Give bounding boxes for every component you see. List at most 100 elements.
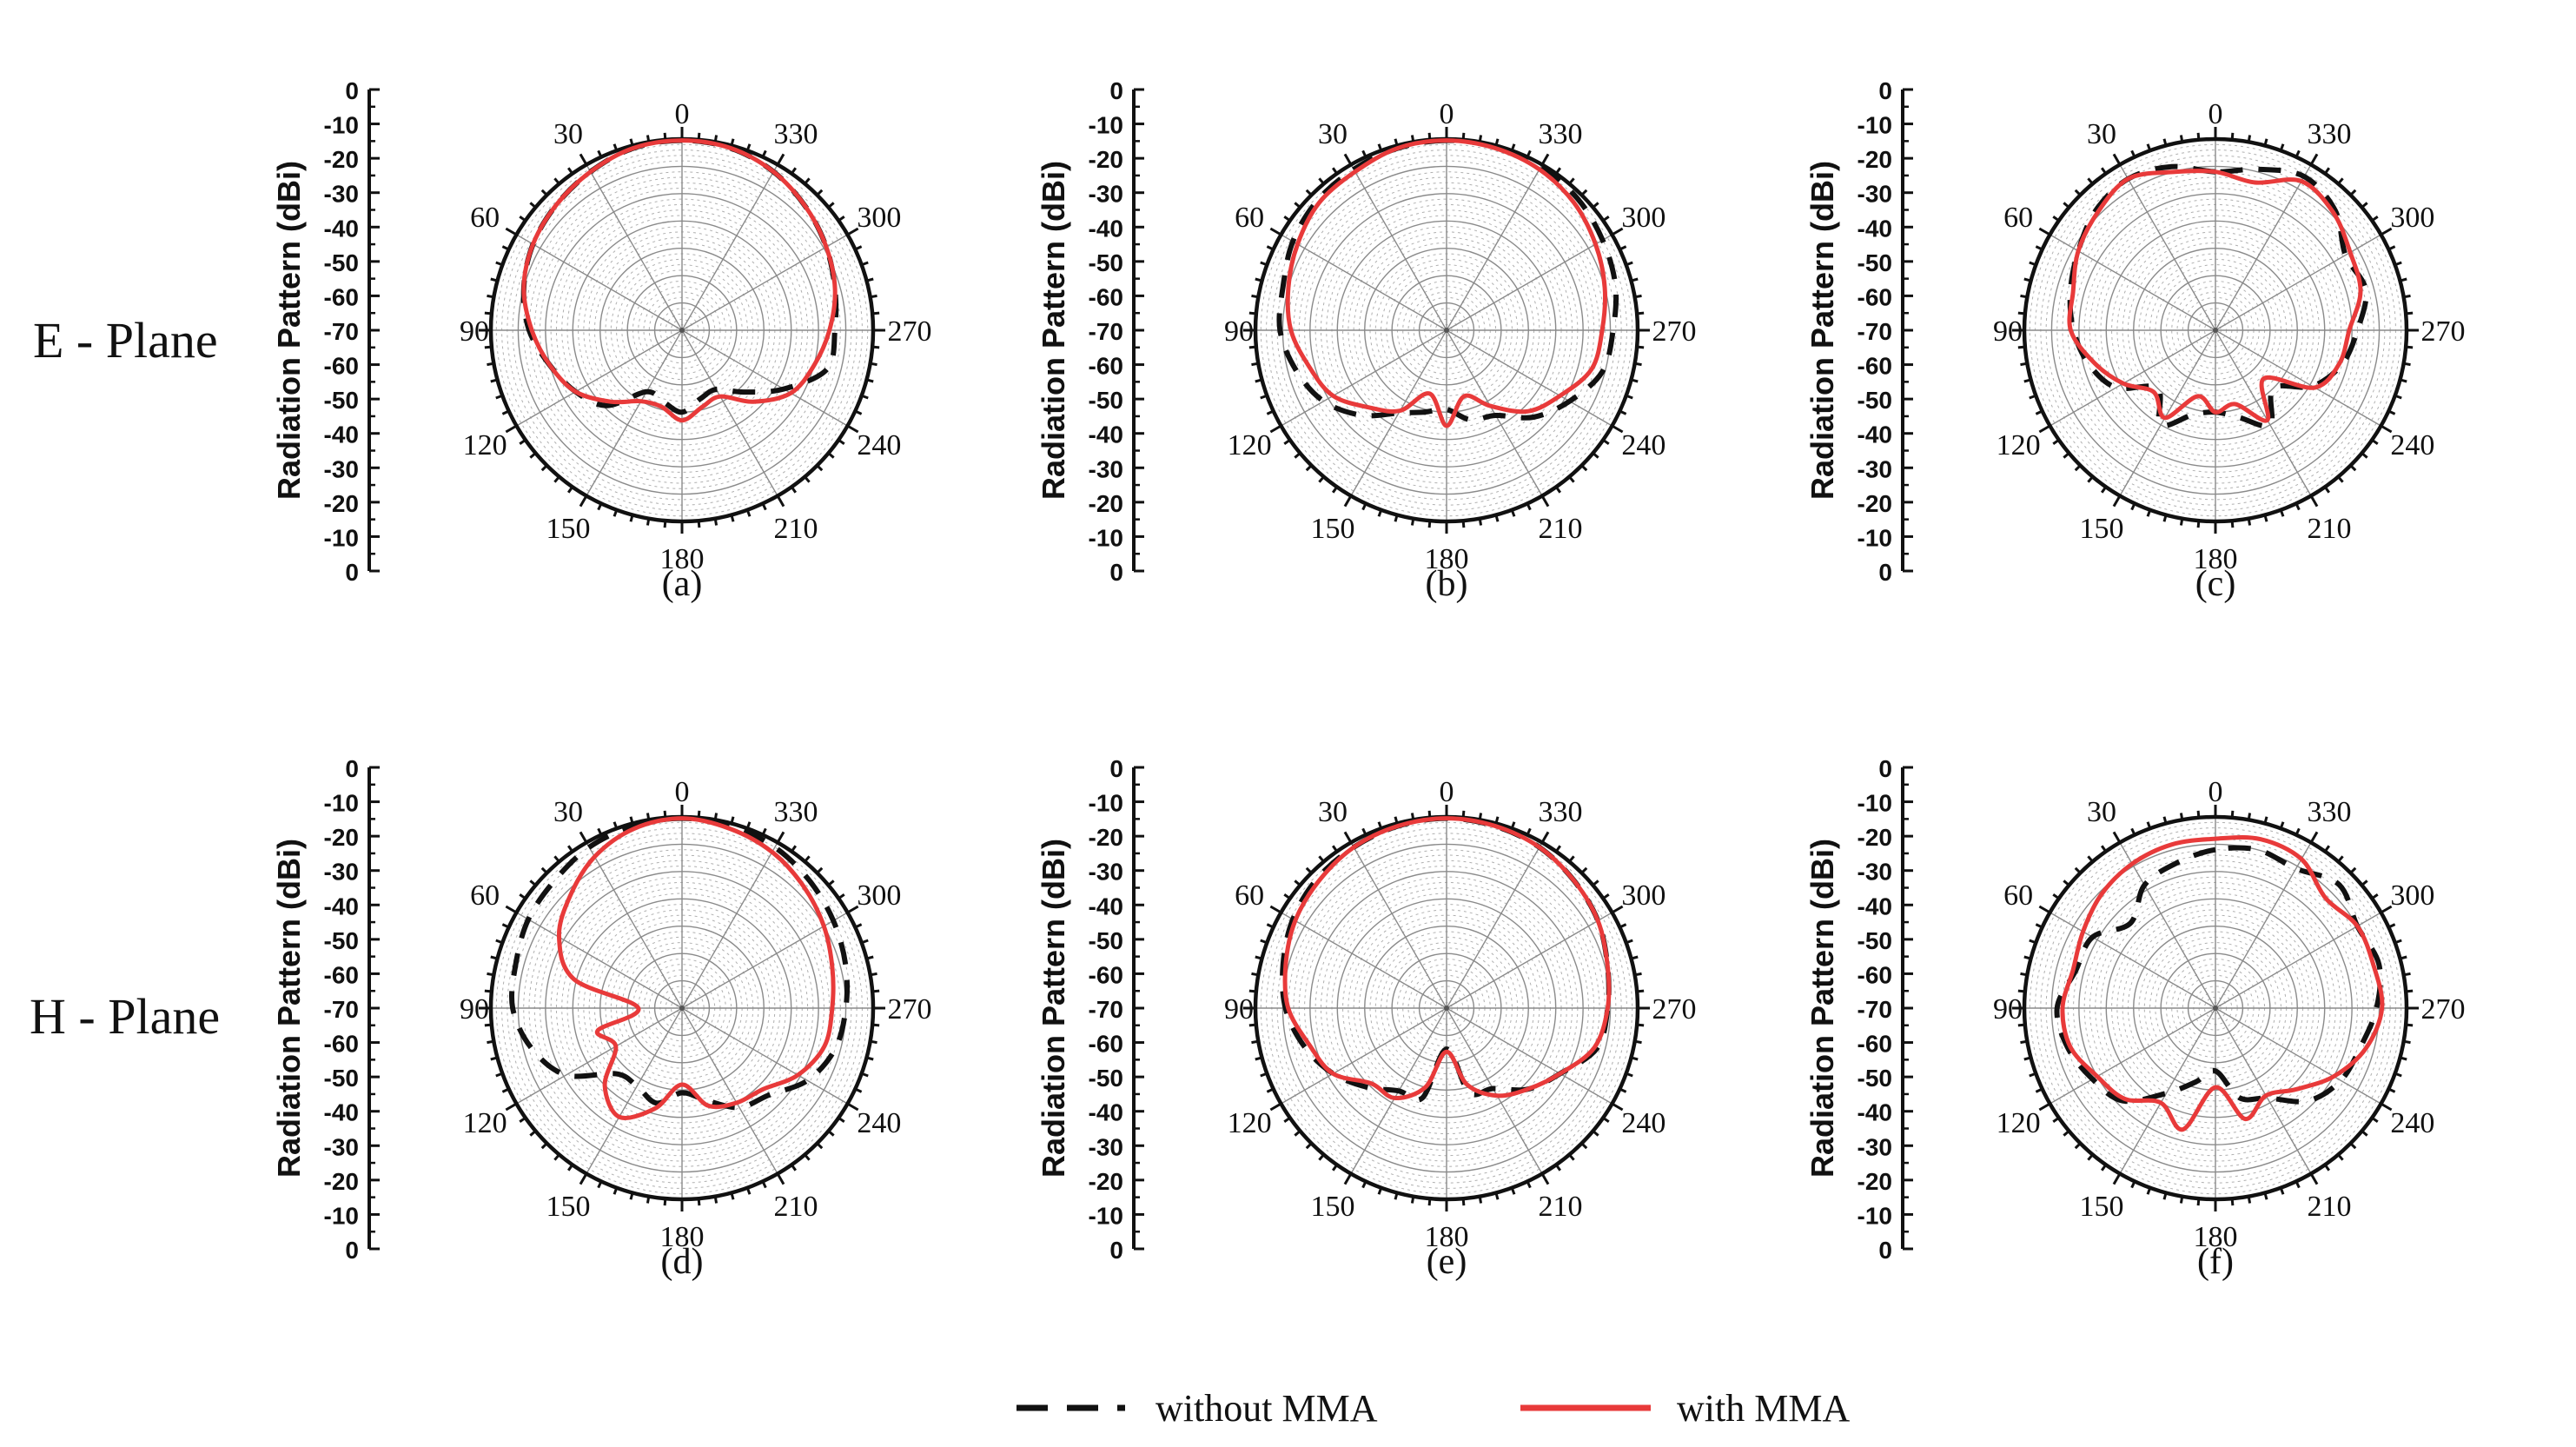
angle-tick <box>861 1072 869 1078</box>
angle-tick <box>1611 905 1624 914</box>
angle-tick <box>1248 345 1256 349</box>
angle-tick <box>2295 149 2301 158</box>
angle-label-0: 0 <box>1440 776 1454 808</box>
angle-tick <box>2387 409 2396 415</box>
angle-tick <box>2100 1164 2108 1172</box>
angle-tick <box>2112 153 2122 166</box>
radial-axis-tick-label: -60 <box>1089 353 1123 380</box>
angle-tick <box>629 816 634 824</box>
angle-tick <box>2247 813 2252 820</box>
angle-tick <box>2337 1153 2344 1161</box>
angle-label-90: 90 <box>1224 993 1254 1026</box>
radial-axis-tick-label: -40 <box>324 1099 359 1126</box>
angle-tick <box>566 1164 574 1172</box>
angle-tick <box>1283 215 1291 222</box>
angle-label-300: 300 <box>857 202 901 234</box>
angle-tick <box>816 189 824 196</box>
angle-label-330: 330 <box>2308 118 2352 150</box>
angle-tick <box>745 821 752 829</box>
angle-tick <box>1331 845 1339 853</box>
angle-label-240: 240 <box>857 429 901 461</box>
angle-tick <box>2063 202 2070 209</box>
radial-axis-tick-label: 0 <box>345 755 359 782</box>
angle-label-300: 300 <box>857 879 901 912</box>
radial-axis-title: Radiation Pattern (dBi) <box>1036 161 1071 500</box>
angle-tick <box>495 394 503 400</box>
radial-axis-tick-label: -20 <box>1089 824 1123 851</box>
angle-tick <box>761 1180 767 1189</box>
angle-tick <box>646 135 651 143</box>
angle-tick <box>2295 502 2301 511</box>
panel-caption: (c) <box>2195 564 2236 604</box>
angle-tick <box>2406 345 2414 349</box>
angle-tick <box>540 1142 548 1150</box>
angle-tick <box>2380 905 2393 914</box>
series-without-mma <box>508 815 851 1111</box>
angle-tick <box>2052 1116 2060 1124</box>
angle-tick <box>761 827 767 836</box>
center-point <box>679 328 685 333</box>
angle-tick <box>2038 1102 2051 1112</box>
angle-tick <box>1377 143 1383 151</box>
angle-tick <box>1580 464 1588 472</box>
radial-axis-tick-label: -40 <box>324 893 359 919</box>
polar-chart-e: 0 30 60 90 120 150 180 210 240 270 300 330 0 -10 -20 -3… <box>1036 755 1697 1282</box>
angle-label-120: 120 <box>1228 1107 1272 1139</box>
radial-axis-tick-label: -50 <box>1089 1065 1123 1092</box>
angle-tick <box>1540 495 1550 508</box>
angle-tick <box>540 866 548 874</box>
angle-tick <box>646 1196 651 1204</box>
angle-tick <box>1626 939 1633 945</box>
angle-tick <box>816 1142 824 1150</box>
angle-tick <box>2394 1072 2402 1078</box>
angle-tick <box>2038 227 2051 236</box>
angle-tick <box>2337 177 2344 185</box>
angle-tick <box>2394 939 2402 945</box>
angle-tick <box>2371 215 2379 222</box>
radial-axis-title: Radiation Pattern (dBi) <box>271 839 307 1178</box>
angle-tick <box>2087 177 2094 185</box>
angle-tick <box>2387 245 2396 251</box>
angle-label-30: 30 <box>1318 796 1348 828</box>
angle-tick <box>1540 831 1550 844</box>
angle-tick <box>529 879 537 886</box>
angle-tick <box>2063 1130 2070 1137</box>
radial-axis-tick-label: -40 <box>1858 893 1892 919</box>
angle-tick <box>1427 810 1432 818</box>
angle-tick <box>846 227 859 236</box>
angle-tick <box>613 1187 619 1195</box>
radial-axis-title: Radiation Pattern (dBi) <box>1805 161 1840 500</box>
angle-tick <box>1266 245 1275 251</box>
radial-axis-tick-label: -70 <box>324 318 359 345</box>
radial-axis-tick-label: -30 <box>1089 859 1123 886</box>
angle-tick <box>854 245 863 251</box>
angle-tick <box>1260 261 1268 267</box>
legend-label-with-mma: with MMA <box>1677 1387 1850 1430</box>
angle-tick <box>838 893 845 900</box>
radial-axis-tick-label: -70 <box>1858 318 1892 345</box>
angle-tick <box>827 1130 835 1137</box>
radial-axis-tick-label: -40 <box>1089 893 1123 919</box>
grid-spoke <box>1446 1007 1612 1105</box>
angle-tick <box>597 827 603 836</box>
radial-axis-tick-label: -60 <box>1089 283 1123 310</box>
angle-tick <box>1294 1130 1301 1137</box>
angle-tick <box>730 816 735 824</box>
angle-label-270: 270 <box>1652 993 1697 1026</box>
angle-tick <box>1510 1187 1516 1195</box>
angle-tick <box>2230 521 2235 528</box>
angle-tick <box>2029 1072 2036 1078</box>
angle-tick <box>2063 452 2070 459</box>
angle-tick <box>1266 409 1275 415</box>
radial-axis-tick-label: -30 <box>324 859 359 886</box>
legend: without MMA with MMA <box>1016 1387 1850 1430</box>
polar-chart-b: 0 30 60 90 120 150 180 210 240 270 300 330 0 -10 -20 -3… <box>1036 77 1697 604</box>
angle-label-0: 0 <box>675 776 690 808</box>
angle-tick <box>2087 475 2094 483</box>
angle-tick <box>2247 518 2252 526</box>
series-with-mma <box>521 138 838 423</box>
angle-tick <box>2400 277 2407 282</box>
angle-label-180: 180 <box>1425 1221 1469 1253</box>
angle-tick <box>1251 972 1259 977</box>
